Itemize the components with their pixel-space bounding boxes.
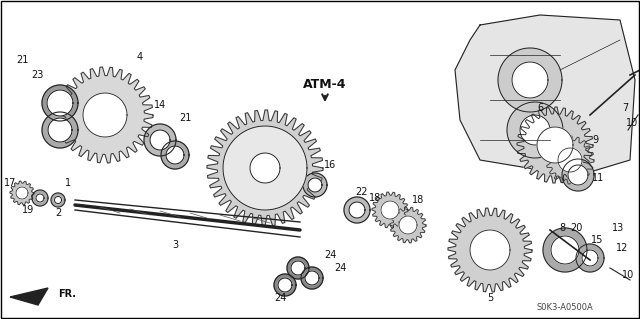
- Polygon shape: [543, 228, 587, 272]
- Polygon shape: [399, 216, 417, 234]
- Polygon shape: [344, 197, 370, 223]
- Text: 3: 3: [172, 240, 178, 250]
- Polygon shape: [54, 197, 61, 204]
- Polygon shape: [349, 202, 365, 218]
- Polygon shape: [10, 288, 48, 305]
- Polygon shape: [546, 136, 594, 184]
- Text: 19: 19: [22, 205, 34, 215]
- Polygon shape: [207, 110, 323, 226]
- Polygon shape: [16, 187, 28, 199]
- Polygon shape: [303, 173, 327, 197]
- Polygon shape: [42, 112, 78, 148]
- Text: 21: 21: [179, 113, 191, 123]
- Text: 6: 6: [537, 103, 543, 113]
- Polygon shape: [57, 67, 153, 163]
- Text: S0K3-A0500A: S0K3-A0500A: [536, 303, 593, 313]
- Text: 24: 24: [334, 263, 346, 273]
- Polygon shape: [301, 267, 323, 289]
- Text: 21: 21: [16, 55, 28, 65]
- Text: 5: 5: [487, 293, 493, 303]
- Text: 7: 7: [622, 103, 628, 113]
- Text: 11: 11: [592, 173, 604, 183]
- Text: 1: 1: [65, 178, 71, 188]
- Polygon shape: [144, 124, 176, 156]
- Polygon shape: [274, 274, 296, 296]
- Polygon shape: [498, 48, 562, 112]
- Polygon shape: [278, 278, 292, 292]
- Polygon shape: [150, 130, 170, 150]
- Polygon shape: [308, 178, 322, 192]
- Polygon shape: [287, 257, 309, 279]
- Polygon shape: [537, 127, 573, 163]
- Polygon shape: [520, 115, 550, 145]
- Polygon shape: [582, 250, 598, 266]
- Polygon shape: [507, 102, 563, 158]
- Text: 4: 4: [137, 52, 143, 62]
- Polygon shape: [551, 236, 579, 264]
- Text: 17: 17: [4, 178, 16, 188]
- Text: 22: 22: [356, 187, 368, 197]
- Polygon shape: [166, 146, 184, 164]
- Polygon shape: [390, 207, 426, 243]
- Polygon shape: [10, 181, 34, 205]
- Polygon shape: [36, 194, 44, 202]
- Text: 8: 8: [559, 223, 565, 233]
- Polygon shape: [372, 192, 408, 228]
- Polygon shape: [568, 165, 588, 185]
- Text: 10: 10: [622, 270, 634, 280]
- Polygon shape: [512, 62, 548, 98]
- Text: 24: 24: [274, 293, 286, 303]
- Text: 14: 14: [154, 100, 166, 110]
- Text: ATM-4: ATM-4: [303, 78, 347, 92]
- Polygon shape: [237, 140, 293, 196]
- Polygon shape: [48, 118, 72, 142]
- Text: 18: 18: [412, 195, 424, 205]
- Polygon shape: [562, 159, 594, 191]
- Polygon shape: [455, 15, 635, 175]
- Polygon shape: [42, 85, 78, 121]
- Text: 18: 18: [369, 193, 381, 203]
- Polygon shape: [381, 201, 399, 219]
- Text: 15: 15: [591, 235, 603, 245]
- Text: 13: 13: [612, 223, 624, 233]
- Polygon shape: [161, 141, 189, 169]
- Polygon shape: [83, 93, 127, 137]
- Polygon shape: [448, 208, 532, 292]
- Text: FR.: FR.: [58, 289, 76, 299]
- Polygon shape: [517, 107, 593, 183]
- Polygon shape: [47, 90, 73, 116]
- Text: 20: 20: [570, 223, 582, 233]
- Polygon shape: [51, 193, 65, 207]
- Text: 9: 9: [592, 135, 598, 145]
- Polygon shape: [305, 271, 319, 285]
- Polygon shape: [470, 230, 510, 270]
- Polygon shape: [223, 126, 307, 210]
- Polygon shape: [558, 148, 582, 172]
- Polygon shape: [576, 244, 604, 272]
- Text: 24: 24: [324, 250, 336, 260]
- Text: 16: 16: [324, 160, 336, 170]
- Text: 10: 10: [626, 118, 638, 128]
- Text: 2: 2: [55, 208, 61, 218]
- Polygon shape: [32, 190, 48, 206]
- Polygon shape: [250, 153, 280, 183]
- Text: 12: 12: [616, 243, 628, 253]
- Text: 23: 23: [31, 70, 43, 80]
- Polygon shape: [291, 261, 305, 275]
